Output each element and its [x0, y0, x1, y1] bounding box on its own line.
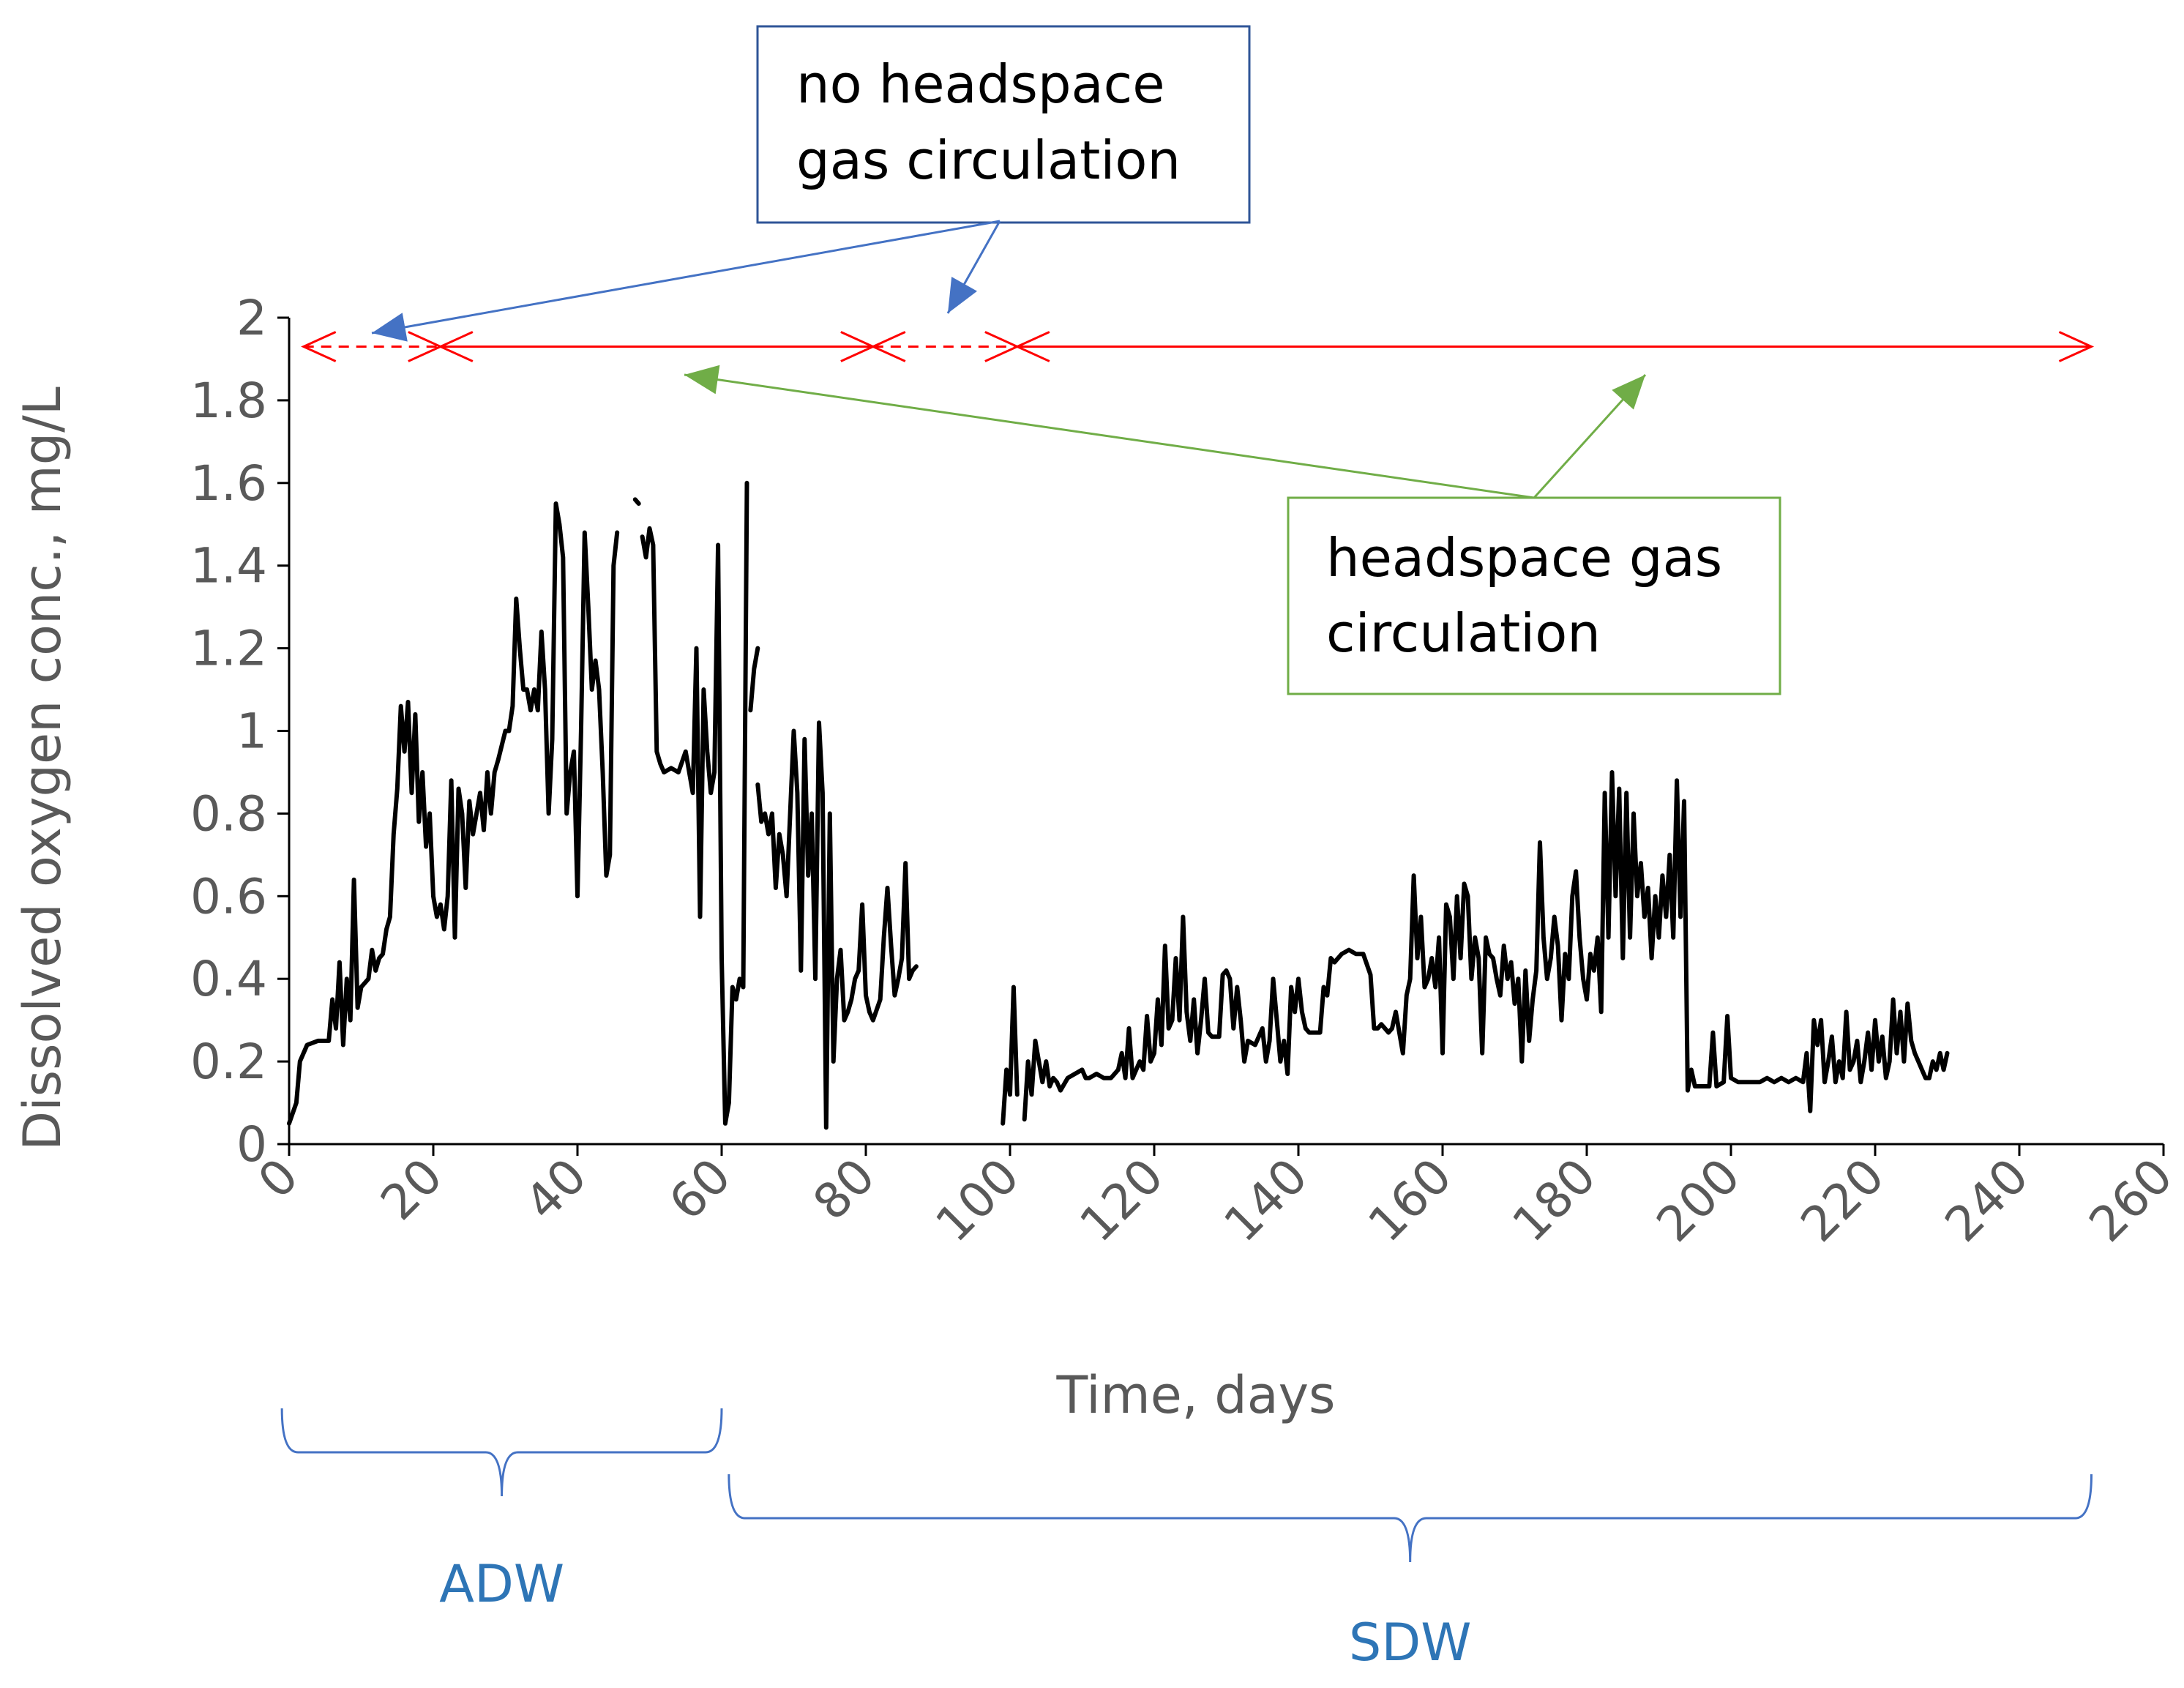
phase-arrow-head: [870, 331, 906, 362]
y-tick-label: 0.8: [190, 785, 267, 842]
sample-braces: ADW SDW: [280, 1408, 2093, 1673]
x-tick-label: 40: [514, 1148, 597, 1231]
y-tick-label: 0: [236, 1116, 267, 1173]
phase-arrow-head: [2058, 331, 2095, 362]
x-tick-label: 140: [1213, 1148, 1319, 1253]
phase-arrow-head: [1014, 331, 1050, 362]
x-tick-label: 240: [1934, 1148, 2040, 1253]
circulation-box: [1287, 496, 1781, 695]
y-tick-label: 1.8: [190, 373, 267, 429]
circulation-line-2: circulation: [1326, 602, 1601, 664]
brace-shape: [728, 1474, 2093, 1563]
x-tick-label: 100: [925, 1148, 1031, 1253]
y-tick-label: 0.4: [190, 951, 267, 1007]
x-tick-label: 120: [1069, 1148, 1175, 1253]
circulation-arrow-right-head: [1612, 375, 1645, 410]
x-tick-label: 220: [1790, 1148, 1896, 1253]
x-tick-label: 260: [2079, 1148, 2184, 1253]
series-line: [755, 720, 919, 1130]
brace-shape: [280, 1408, 723, 1497]
series-line: [632, 497, 641, 506]
phase-arrows: [301, 331, 2095, 362]
y-tick-label: 2: [236, 290, 267, 346]
no-circulation-arrow-left-head: [372, 313, 408, 342]
series-line: [287, 501, 620, 1126]
x-tick-label: 160: [1358, 1148, 1463, 1253]
y-axis-title: Dissolved oxygen conc., mg/L: [12, 386, 72, 1151]
phase-arrow-head: [301, 331, 337, 362]
x-axis-title: Time, days: [1055, 1365, 1335, 1425]
y-tick-label: 0.2: [190, 1034, 267, 1090]
data-series: [287, 480, 1950, 1130]
circulation-line-1: headspace gas: [1326, 527, 1722, 589]
series-line: [640, 480, 749, 1126]
y-tick-label: 0.6: [190, 868, 267, 925]
no-circulation-line-1: no headspace: [796, 53, 1165, 115]
x-tick-label: 20: [370, 1148, 453, 1231]
phase-arrow-head: [438, 331, 474, 362]
no-circulation-arrow-right-head: [948, 277, 978, 313]
y-tick-label: 1: [236, 703, 267, 760]
no-circulation-arrow-left-line: [371, 220, 1001, 335]
y-tick-label: 1.4: [190, 538, 267, 594]
series-line: [748, 646, 760, 713]
y-tick-label: 1.2: [190, 621, 267, 677]
x-tick-label: 180: [1502, 1148, 1607, 1253]
no-circulation-box: [756, 25, 1251, 224]
brace-label-sdw: SDW: [1349, 1613, 1472, 1673]
no-circulation-line-2: gas circulation: [796, 130, 1181, 191]
annotations: no headspace gas circulation headspace g…: [371, 25, 1781, 695]
brace-label-adw: ADW: [439, 1554, 564, 1614]
x-tick-label: 80: [802, 1148, 886, 1231]
x-tick-label: 60: [658, 1148, 741, 1231]
y-tick-label: 1.6: [190, 455, 267, 512]
series-line: [1001, 985, 1020, 1126]
circulation-arrow-left-line: [684, 373, 1535, 499]
circulation-arrow-left-head: [684, 365, 720, 395]
series-line: [1022, 770, 1950, 1122]
x-tick-label: 200: [1646, 1148, 1751, 1253]
